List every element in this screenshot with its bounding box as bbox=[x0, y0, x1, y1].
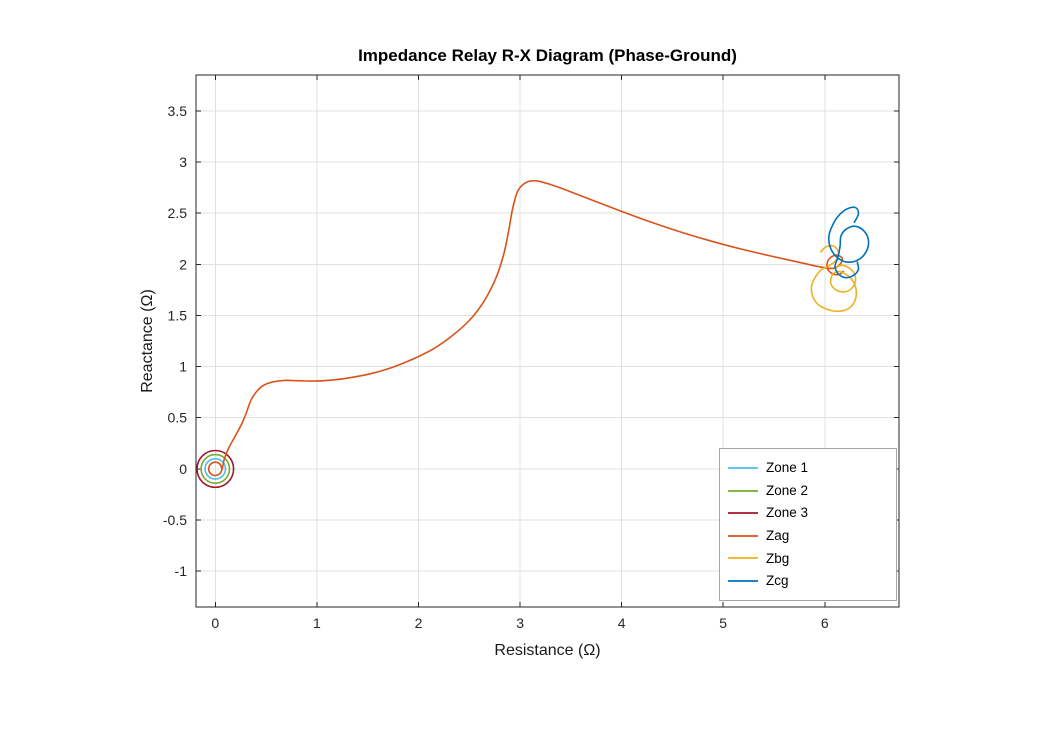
legend-label: Zone 1 bbox=[766, 460, 809, 476]
legend-item-zbg: Zbg bbox=[727, 552, 896, 566]
legend-label: Zone 2 bbox=[766, 482, 809, 498]
x-tick-label: 4 bbox=[618, 615, 626, 631]
legend-item-zone-3: Zone 3 bbox=[727, 506, 896, 520]
y-tick-label: 0.5 bbox=[168, 410, 188, 426]
legend-item-zcg: Zcg bbox=[727, 574, 896, 588]
y-tick-label: 3 bbox=[179, 154, 187, 170]
legend-label: Zag bbox=[766, 528, 790, 544]
series-zone-1 bbox=[204, 457, 227, 480]
legend: Zone 1 Zone 2 Zone 3 Zag Zbg Zcg bbox=[719, 448, 897, 601]
legend-label: Zbg bbox=[766, 550, 790, 566]
legend-label: Zcg bbox=[766, 573, 789, 589]
series-zcg bbox=[828, 206, 870, 279]
legend-item-zone-1: Zone 1 bbox=[727, 461, 896, 475]
x-tick-label: 6 bbox=[821, 615, 829, 631]
legend-label: Zone 3 bbox=[766, 505, 809, 521]
y-tick-labels: -1 -0.5 0 0.5 1 1.5 2 2.5 3 3.5 bbox=[163, 103, 187, 579]
legend-line-sample bbox=[728, 512, 758, 515]
x-tick-label: 1 bbox=[313, 615, 321, 631]
x-tick-label: 0 bbox=[211, 615, 219, 631]
chart-title: Impedance Relay R-X Diagram (Phase-Groun… bbox=[358, 46, 737, 65]
plot-box bbox=[195, 74, 900, 608]
y-tick-label: 2.5 bbox=[168, 205, 188, 221]
y-tick-label: 0 bbox=[179, 461, 187, 477]
legend-line-sample bbox=[728, 580, 758, 582]
x-tick-labels: 0 1 2 3 4 5 6 bbox=[211, 615, 829, 631]
y-axis-label: Reactance (Ω) bbox=[139, 289, 156, 393]
legend-item-zag: Zag bbox=[727, 529, 896, 543]
x-tick-label: 2 bbox=[415, 615, 423, 631]
y-tick-label: 1 bbox=[179, 359, 187, 375]
legend-line-sample bbox=[728, 534, 758, 537]
x-tick-label: 3 bbox=[516, 615, 524, 631]
legend-line-sample bbox=[728, 489, 758, 492]
legend-line-sample bbox=[728, 557, 758, 560]
series-zone-2 bbox=[200, 453, 231, 485]
series-zbg bbox=[810, 244, 858, 313]
y-tick-label: 3.5 bbox=[168, 103, 188, 119]
legend-line-sample bbox=[728, 466, 758, 469]
y-tick-label: 2 bbox=[179, 256, 187, 272]
y-tick-label: -0.5 bbox=[163, 512, 187, 528]
grid bbox=[196, 75, 899, 607]
x-axis-label: Resistance (Ω) bbox=[494, 642, 601, 659]
x-tick-label: 5 bbox=[719, 615, 727, 631]
y-tick-label: -1 bbox=[175, 563, 188, 579]
y-tick-label: 1.5 bbox=[168, 307, 188, 323]
legend-item-zone-2: Zone 2 bbox=[727, 484, 896, 498]
series-zag bbox=[207, 179, 844, 477]
series-zone-3 bbox=[196, 449, 235, 489]
